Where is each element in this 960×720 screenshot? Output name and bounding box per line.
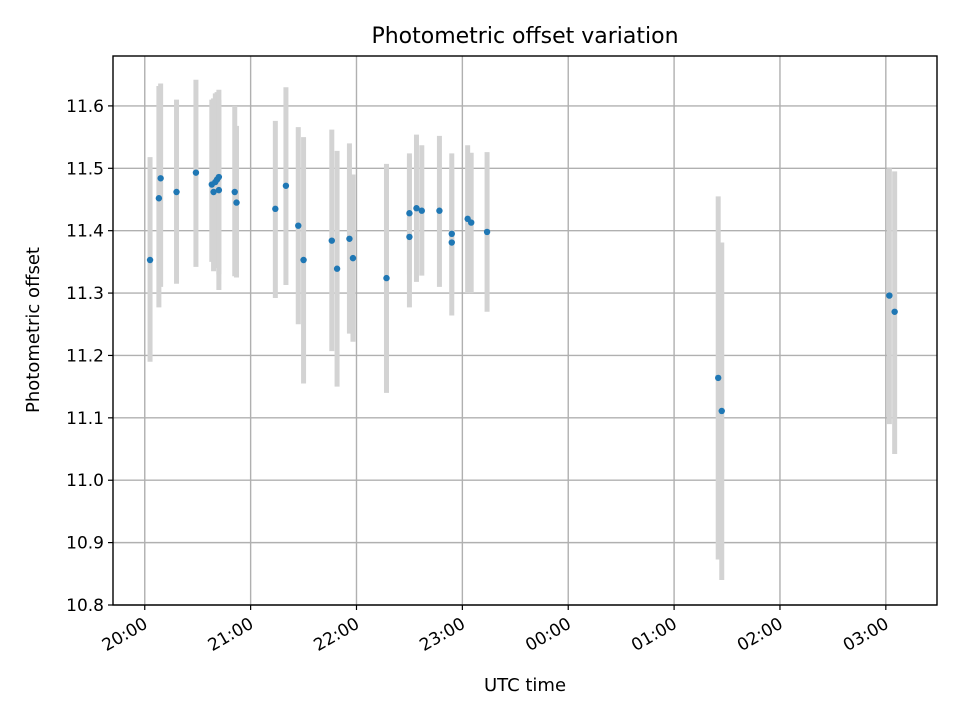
- x-axis-label: UTC time: [484, 675, 566, 696]
- y-tick-label: 10.9: [66, 534, 104, 554]
- data-point: [295, 222, 302, 229]
- chart-title: Photometric offset variation: [371, 24, 678, 49]
- data-point: [146, 256, 154, 264]
- data-point: [333, 265, 341, 272]
- data-point: [349, 254, 357, 262]
- y-axis: 10.8 10.9 11.0 11.1 11.2 11.3 11.4 11.5 11.6: [66, 97, 113, 616]
- data-point: [483, 228, 491, 236]
- data-point: [233, 199, 240, 206]
- y-tick-label: 11.1: [66, 409, 104, 429]
- data-point: [231, 188, 238, 196]
- data-point: [448, 230, 455, 238]
- data-point: [448, 239, 455, 246]
- data-points: [146, 169, 898, 415]
- data-point: [328, 237, 335, 244]
- y-tick-label: 10.8: [66, 596, 104, 616]
- data-point: [718, 407, 725, 415]
- data-point: [346, 235, 353, 242]
- data-point: [210, 188, 217, 196]
- data-point: [192, 169, 200, 176]
- data-point: [300, 256, 307, 264]
- y-tick-label: 11.4: [66, 222, 104, 242]
- data-point: [436, 207, 443, 214]
- data-point: [406, 233, 413, 241]
- data-point: [155, 195, 163, 202]
- data-point: [418, 207, 425, 214]
- y-tick-label: 11.6: [66, 97, 104, 117]
- data-point: [157, 175, 164, 182]
- y-tick-label: 11.3: [66, 284, 104, 304]
- y-tick-label: 11.5: [66, 159, 104, 179]
- data-point: [467, 219, 475, 226]
- data-point: [886, 292, 893, 299]
- data-point: [406, 210, 413, 217]
- data-point: [173, 188, 180, 196]
- data-point: [383, 274, 390, 282]
- grid: [113, 56, 937, 606]
- y-axis-label: Photometric offset: [23, 247, 44, 413]
- plot-frame: [112, 55, 938, 606]
- data-point: [215, 186, 223, 194]
- y-tick-label: 11.0: [66, 471, 104, 491]
- y-tick-label: 11.2: [66, 346, 104, 366]
- data-point: [282, 182, 290, 189]
- data-point: [272, 205, 279, 213]
- data-point: [215, 173, 223, 181]
- data-point: [891, 308, 898, 315]
- data-point: [413, 205, 420, 212]
- data-point: [715, 374, 722, 382]
